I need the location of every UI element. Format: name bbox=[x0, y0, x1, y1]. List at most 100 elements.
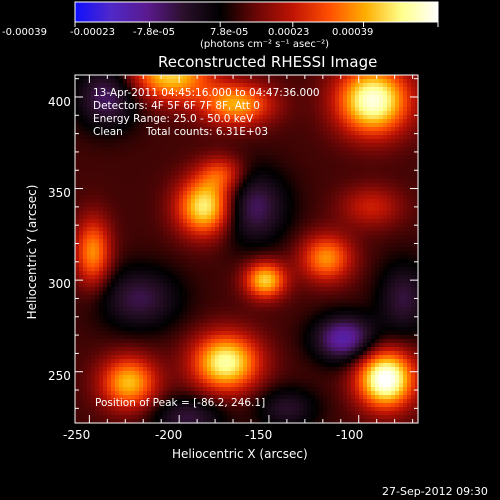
heatmap-cell bbox=[395, 215, 400, 220]
heatmap-cell bbox=[223, 255, 228, 260]
heatmap-cell bbox=[411, 299, 416, 304]
heatmap-cell bbox=[227, 235, 232, 240]
heatmap-cell bbox=[347, 211, 352, 216]
heatmap-cell bbox=[131, 199, 136, 204]
heatmap-cell bbox=[187, 207, 192, 212]
heatmap-cell bbox=[163, 187, 168, 192]
heatmap-cell bbox=[399, 227, 404, 232]
heatmap-cell bbox=[379, 263, 384, 268]
heatmap-cell bbox=[355, 99, 360, 104]
heatmap-cell bbox=[211, 235, 216, 240]
heatmap-cell bbox=[271, 103, 276, 108]
heatmap-cell bbox=[387, 167, 392, 172]
heatmap-cell bbox=[239, 235, 244, 240]
heatmap-cell bbox=[219, 135, 224, 140]
heatmap-cell bbox=[331, 115, 336, 120]
heatmap-cell bbox=[159, 291, 164, 296]
heatmap-cell bbox=[407, 163, 412, 168]
heatmap-cell bbox=[211, 287, 216, 292]
heatmap-cell bbox=[383, 259, 388, 264]
heatmap-cell bbox=[327, 159, 332, 164]
heatmap-cell bbox=[399, 155, 404, 160]
heatmap-cell bbox=[343, 175, 348, 180]
heatmap-cell bbox=[227, 211, 232, 216]
heatmap-cell bbox=[131, 159, 136, 164]
heatmap-cell bbox=[179, 119, 184, 124]
heatmap-cell bbox=[179, 263, 184, 268]
heatmap-cell bbox=[187, 239, 192, 244]
heatmap-cell bbox=[155, 255, 160, 260]
heatmap-cell bbox=[363, 287, 368, 292]
heatmap-cell bbox=[275, 151, 280, 156]
heatmap-cell bbox=[379, 227, 384, 232]
heatmap-cell bbox=[227, 251, 232, 256]
heatmap-cell bbox=[119, 255, 124, 260]
heatmap-cell bbox=[299, 123, 304, 128]
heatmap-cell bbox=[243, 167, 248, 172]
heatmap-cell bbox=[91, 179, 96, 184]
heatmap-cell bbox=[207, 95, 212, 100]
heatmap-cell bbox=[279, 231, 284, 236]
heatmap-cell bbox=[159, 203, 164, 208]
heatmap-cell bbox=[395, 83, 400, 88]
heatmap-cell bbox=[131, 243, 136, 248]
heatmap-cell bbox=[271, 259, 276, 264]
heatmap-cell bbox=[307, 227, 312, 232]
heatmap-cell bbox=[163, 91, 168, 96]
heatmap-cell bbox=[215, 175, 220, 180]
heatmap-cell bbox=[111, 263, 116, 268]
heatmap-cell bbox=[343, 243, 348, 248]
heatmap-cell bbox=[75, 243, 80, 248]
heatmap-cell bbox=[415, 115, 419, 120]
heatmap-cell bbox=[195, 91, 200, 96]
heatmap-cell bbox=[131, 175, 136, 180]
heatmap-cell bbox=[255, 155, 260, 160]
heatmap-cell bbox=[351, 243, 356, 248]
heatmap-cell bbox=[151, 215, 156, 220]
heatmap-cell bbox=[275, 239, 280, 244]
heatmap-cell bbox=[135, 251, 140, 256]
heatmap-cell bbox=[87, 291, 92, 296]
heatmap-cell bbox=[243, 303, 248, 308]
heatmap-cell bbox=[331, 171, 336, 176]
heatmap-cell bbox=[279, 83, 284, 88]
heatmap-cell bbox=[143, 167, 148, 172]
heatmap-cell bbox=[195, 239, 200, 244]
heatmap-cell bbox=[171, 87, 176, 92]
heatmap-cell bbox=[383, 167, 388, 172]
heatmap-cell bbox=[379, 151, 384, 156]
heatmap-cell bbox=[199, 147, 204, 152]
heatmap-cell bbox=[87, 147, 92, 152]
heatmap-cell bbox=[143, 87, 148, 92]
heatmap-cell bbox=[231, 171, 236, 176]
heatmap-cell bbox=[351, 187, 356, 192]
heatmap-cell bbox=[339, 303, 344, 308]
heatmap-cell bbox=[255, 223, 260, 228]
heatmap-cell bbox=[215, 203, 220, 208]
heatmap-cell bbox=[135, 207, 140, 212]
heatmap-cell bbox=[115, 263, 120, 268]
heatmap-cell bbox=[339, 195, 344, 200]
heatmap-cell bbox=[115, 303, 120, 308]
heatmap-cell bbox=[259, 91, 264, 96]
heatmap-cell bbox=[303, 115, 308, 120]
heatmap-cell bbox=[123, 267, 128, 272]
heatmap-cell bbox=[147, 143, 152, 148]
heatmap-cell bbox=[395, 155, 400, 160]
heatmap-cell bbox=[371, 115, 376, 120]
heatmap-cell bbox=[211, 247, 216, 252]
heatmap-cell bbox=[139, 287, 144, 292]
heatmap-cell bbox=[163, 243, 168, 248]
heatmap-cell bbox=[411, 115, 416, 120]
heatmap-cell bbox=[307, 135, 312, 140]
heatmap-cell bbox=[243, 227, 248, 232]
heatmap-cell bbox=[251, 171, 256, 176]
heatmap-cell bbox=[179, 223, 184, 228]
heatmap-cell bbox=[83, 79, 88, 84]
heatmap-cell bbox=[195, 107, 200, 112]
heatmap-cell bbox=[107, 251, 112, 256]
heatmap-cell bbox=[175, 195, 180, 200]
heatmap-cell bbox=[135, 187, 140, 192]
heatmap-cell bbox=[279, 171, 284, 176]
heatmap-cell bbox=[239, 111, 244, 116]
